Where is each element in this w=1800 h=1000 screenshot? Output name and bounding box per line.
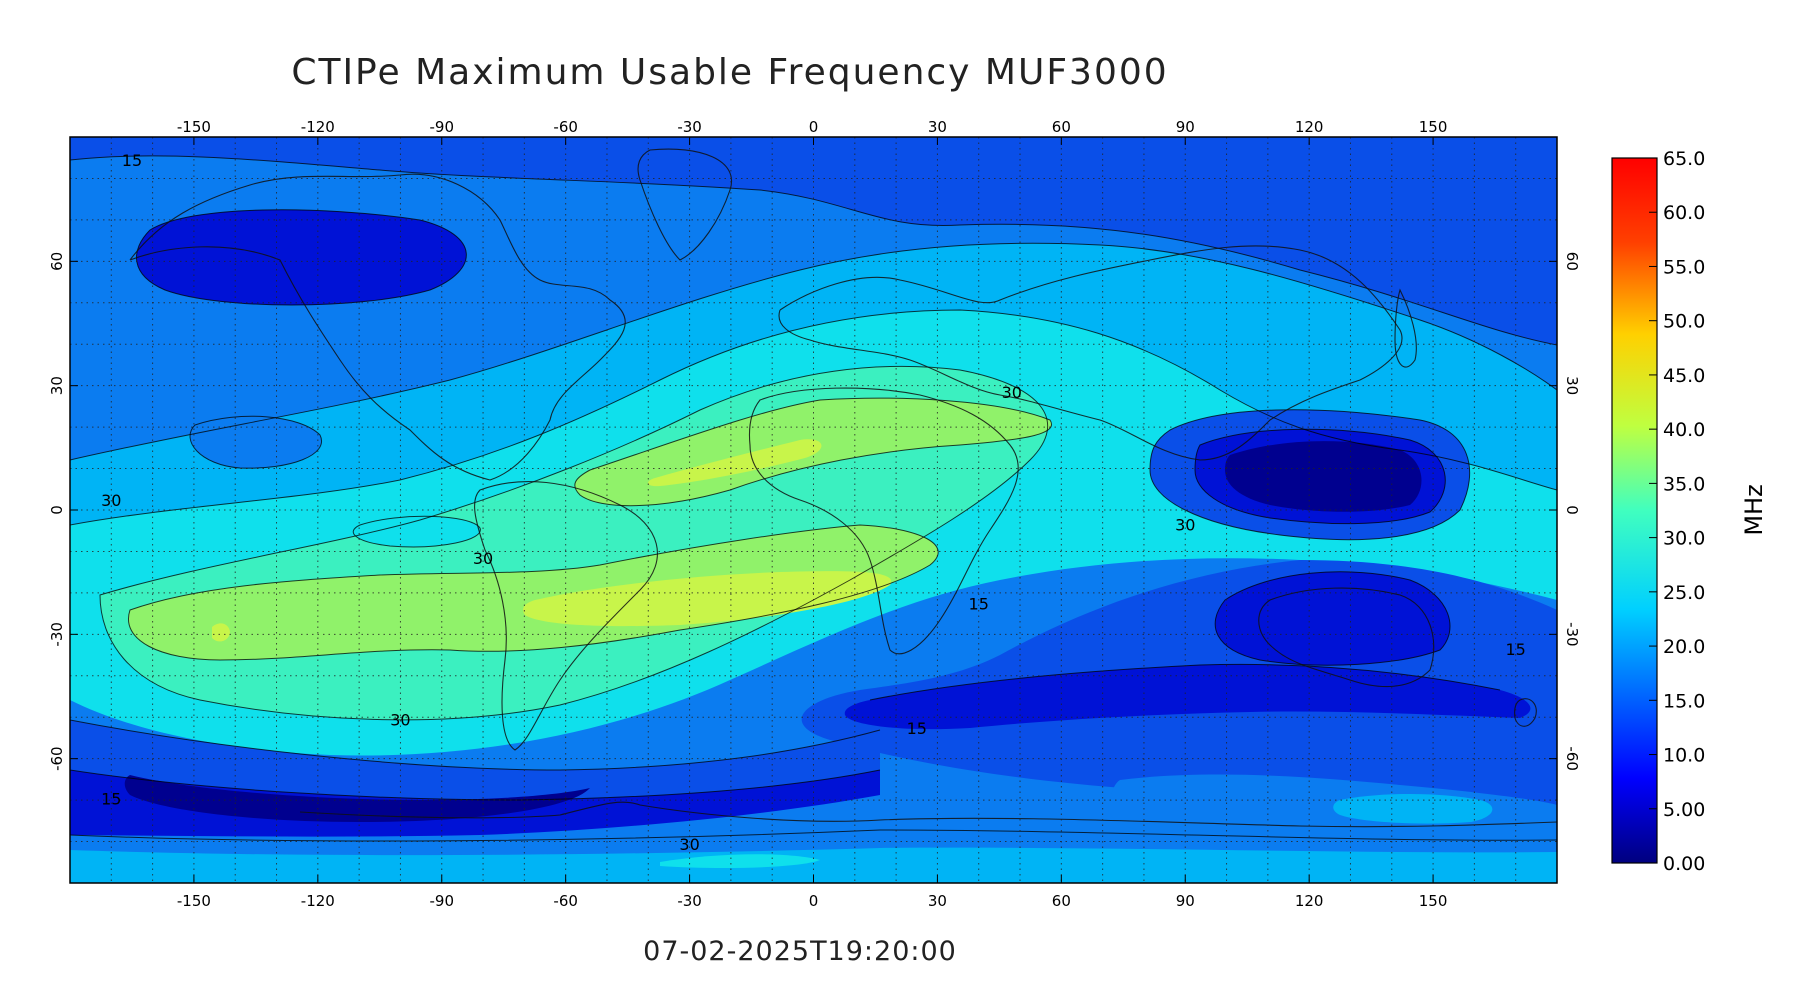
lat-tick-label-right: -30 [1563, 622, 1581, 647]
lon-tick-label-top: 60 [1052, 118, 1071, 136]
lat-ticks-left: 60 30 0 -30 -60 [48, 252, 78, 771]
colorbar-tick-label: 55.0 [1663, 256, 1705, 278]
colorbar-ticks: 65.0 60.0 55.0 50.0 45.0 40.0 35.0 30.0 25.0 20.0… [1649, 148, 1705, 875]
contour-band-alaska-low [136, 209, 467, 305]
lon-tick-label-top: -120 [301, 118, 335, 136]
chart-title: CTIPe Maximum Usable Frequency MUF3000 [291, 52, 1168, 93]
lat-tick-label-left: 0 [48, 505, 66, 515]
colorbar-tick-label: 20.0 [1663, 636, 1705, 658]
colorbar-unit-label: MHz [1740, 484, 1768, 535]
coastlines [129, 148, 1557, 828]
lon-tick-label-top: 150 [1419, 118, 1448, 136]
lat-tick-label-right: 30 [1563, 376, 1581, 395]
lon-tick-label-bottom: -90 [430, 892, 455, 910]
contour-value-label: 15 [1506, 640, 1526, 659]
lon-tick-label-top: 0 [809, 118, 819, 136]
lat-tick-label-right: -60 [1563, 746, 1581, 771]
lon-ticks-bottom: -150 -120 -90 -60 -30 0 30 60 90 120 150 [177, 875, 1448, 910]
contour-value-label: 30 [473, 549, 493, 568]
contour-band-drake-5 [124, 775, 590, 822]
contour-band-southern-ocean-10 [844, 664, 1531, 730]
lon-tick-label-top: -30 [677, 118, 702, 136]
colorbar-tick-label: 45.0 [1663, 365, 1705, 387]
contour-band-max-pacific [212, 623, 230, 642]
lat-tick-label-left: -30 [48, 622, 66, 647]
contour-value-label: 30 [390, 711, 410, 730]
contour-band-bay-alaska-low [190, 416, 322, 469]
colorbar-tick-label: 50.0 [1663, 311, 1705, 333]
contour-band-australia-10 [1215, 571, 1450, 666]
colorbar-tick-label: 5.00 [1663, 799, 1705, 821]
contour-value-label: 15 [122, 151, 142, 170]
lat-tick-label-left: -60 [48, 746, 66, 771]
contour-band-max-south [523, 571, 892, 627]
contour-value-label: 30 [1175, 516, 1195, 535]
muf-map: 15 30 30 30 30 15 15 30 30 15 15 [70, 137, 1557, 883]
contour-band-antarctic-15 [1108, 774, 1557, 842]
lon-ticks-top: -150 -120 -90 -60 -30 0 30 60 90 120 150 [177, 118, 1448, 145]
lon-tick-label-bottom: 30 [928, 892, 947, 910]
lon-tick-label-bottom: -120 [301, 892, 335, 910]
contour-band-polar-25 [660, 854, 820, 868]
contour-band-antarctic-20 [1333, 794, 1493, 824]
lon-tick-label-top: -150 [177, 118, 211, 136]
contour-labels: 15 30 30 30 30 15 15 30 30 15 15 [101, 151, 1526, 854]
lat-tick-label-left: 30 [48, 376, 66, 395]
lat-tick-label-right: 0 [1563, 505, 1581, 515]
contour-band-central-pacific-dip [353, 516, 481, 547]
timestamp-label: 07-02-2025T19:20:00 [643, 936, 957, 967]
contour-band-north-cap [70, 137, 1557, 345]
contour-value-label: 15 [101, 789, 121, 808]
colorbar-gradient [1611, 157, 1658, 864]
graticule [70, 137, 1557, 883]
colorbar-tick-label: 30.0 [1663, 528, 1705, 550]
lon-tick-label-bottom: 150 [1419, 892, 1448, 910]
lon-tick-label-bottom: -150 [177, 892, 211, 910]
colorbar-tick-label: 0.00 [1663, 853, 1705, 875]
contour-value-label: 15 [907, 719, 927, 738]
lon-tick-label-bottom: 60 [1052, 892, 1071, 910]
colorbar-tick-label: 60.0 [1663, 202, 1705, 224]
contour-lines [70, 155, 1557, 842]
lon-tick-label-top: -60 [553, 118, 578, 136]
colorbar-tick-label: 25.0 [1663, 582, 1705, 604]
lon-tick-label-bottom: -60 [553, 892, 578, 910]
colorbar-tick-label: 65.0 [1663, 148, 1705, 170]
lat-ticks-right: 60 30 0 -30 -60 [1549, 252, 1581, 771]
lat-tick-label-left: 60 [48, 252, 66, 271]
colorbar-tick-label: 10.0 [1663, 745, 1705, 767]
lon-tick-label-top: 30 [928, 118, 947, 136]
colorbar: 65.0 60.0 55.0 50.0 45.0 40.0 35.0 30.0 25.0 20.0… [1611, 148, 1768, 875]
contour-value-label: 15 [969, 594, 989, 613]
lon-tick-label-top: -90 [430, 118, 455, 136]
lat-tick-label-right: 60 [1563, 252, 1581, 271]
lon-tick-label-bottom: 120 [1295, 892, 1324, 910]
lon-tick-label-top: 90 [1176, 118, 1195, 136]
contour-value-label: 30 [1002, 383, 1022, 402]
colorbar-tick-label: 40.0 [1663, 419, 1705, 441]
lon-tick-label-top: 120 [1295, 118, 1324, 136]
colorbar-tick-label: 15.0 [1663, 690, 1705, 712]
lon-tick-label-bottom: -30 [677, 892, 702, 910]
lon-tick-label-bottom: 0 [809, 892, 819, 910]
contour-band-max-north [648, 439, 822, 487]
contour-value-label: 30 [679, 835, 699, 854]
contour-band-wpac-5 [1225, 441, 1422, 512]
lon-tick-label-bottom: 90 [1176, 892, 1195, 910]
colorbar-tick-label: 35.0 [1663, 473, 1705, 495]
contour-value-label: 30 [101, 491, 121, 510]
